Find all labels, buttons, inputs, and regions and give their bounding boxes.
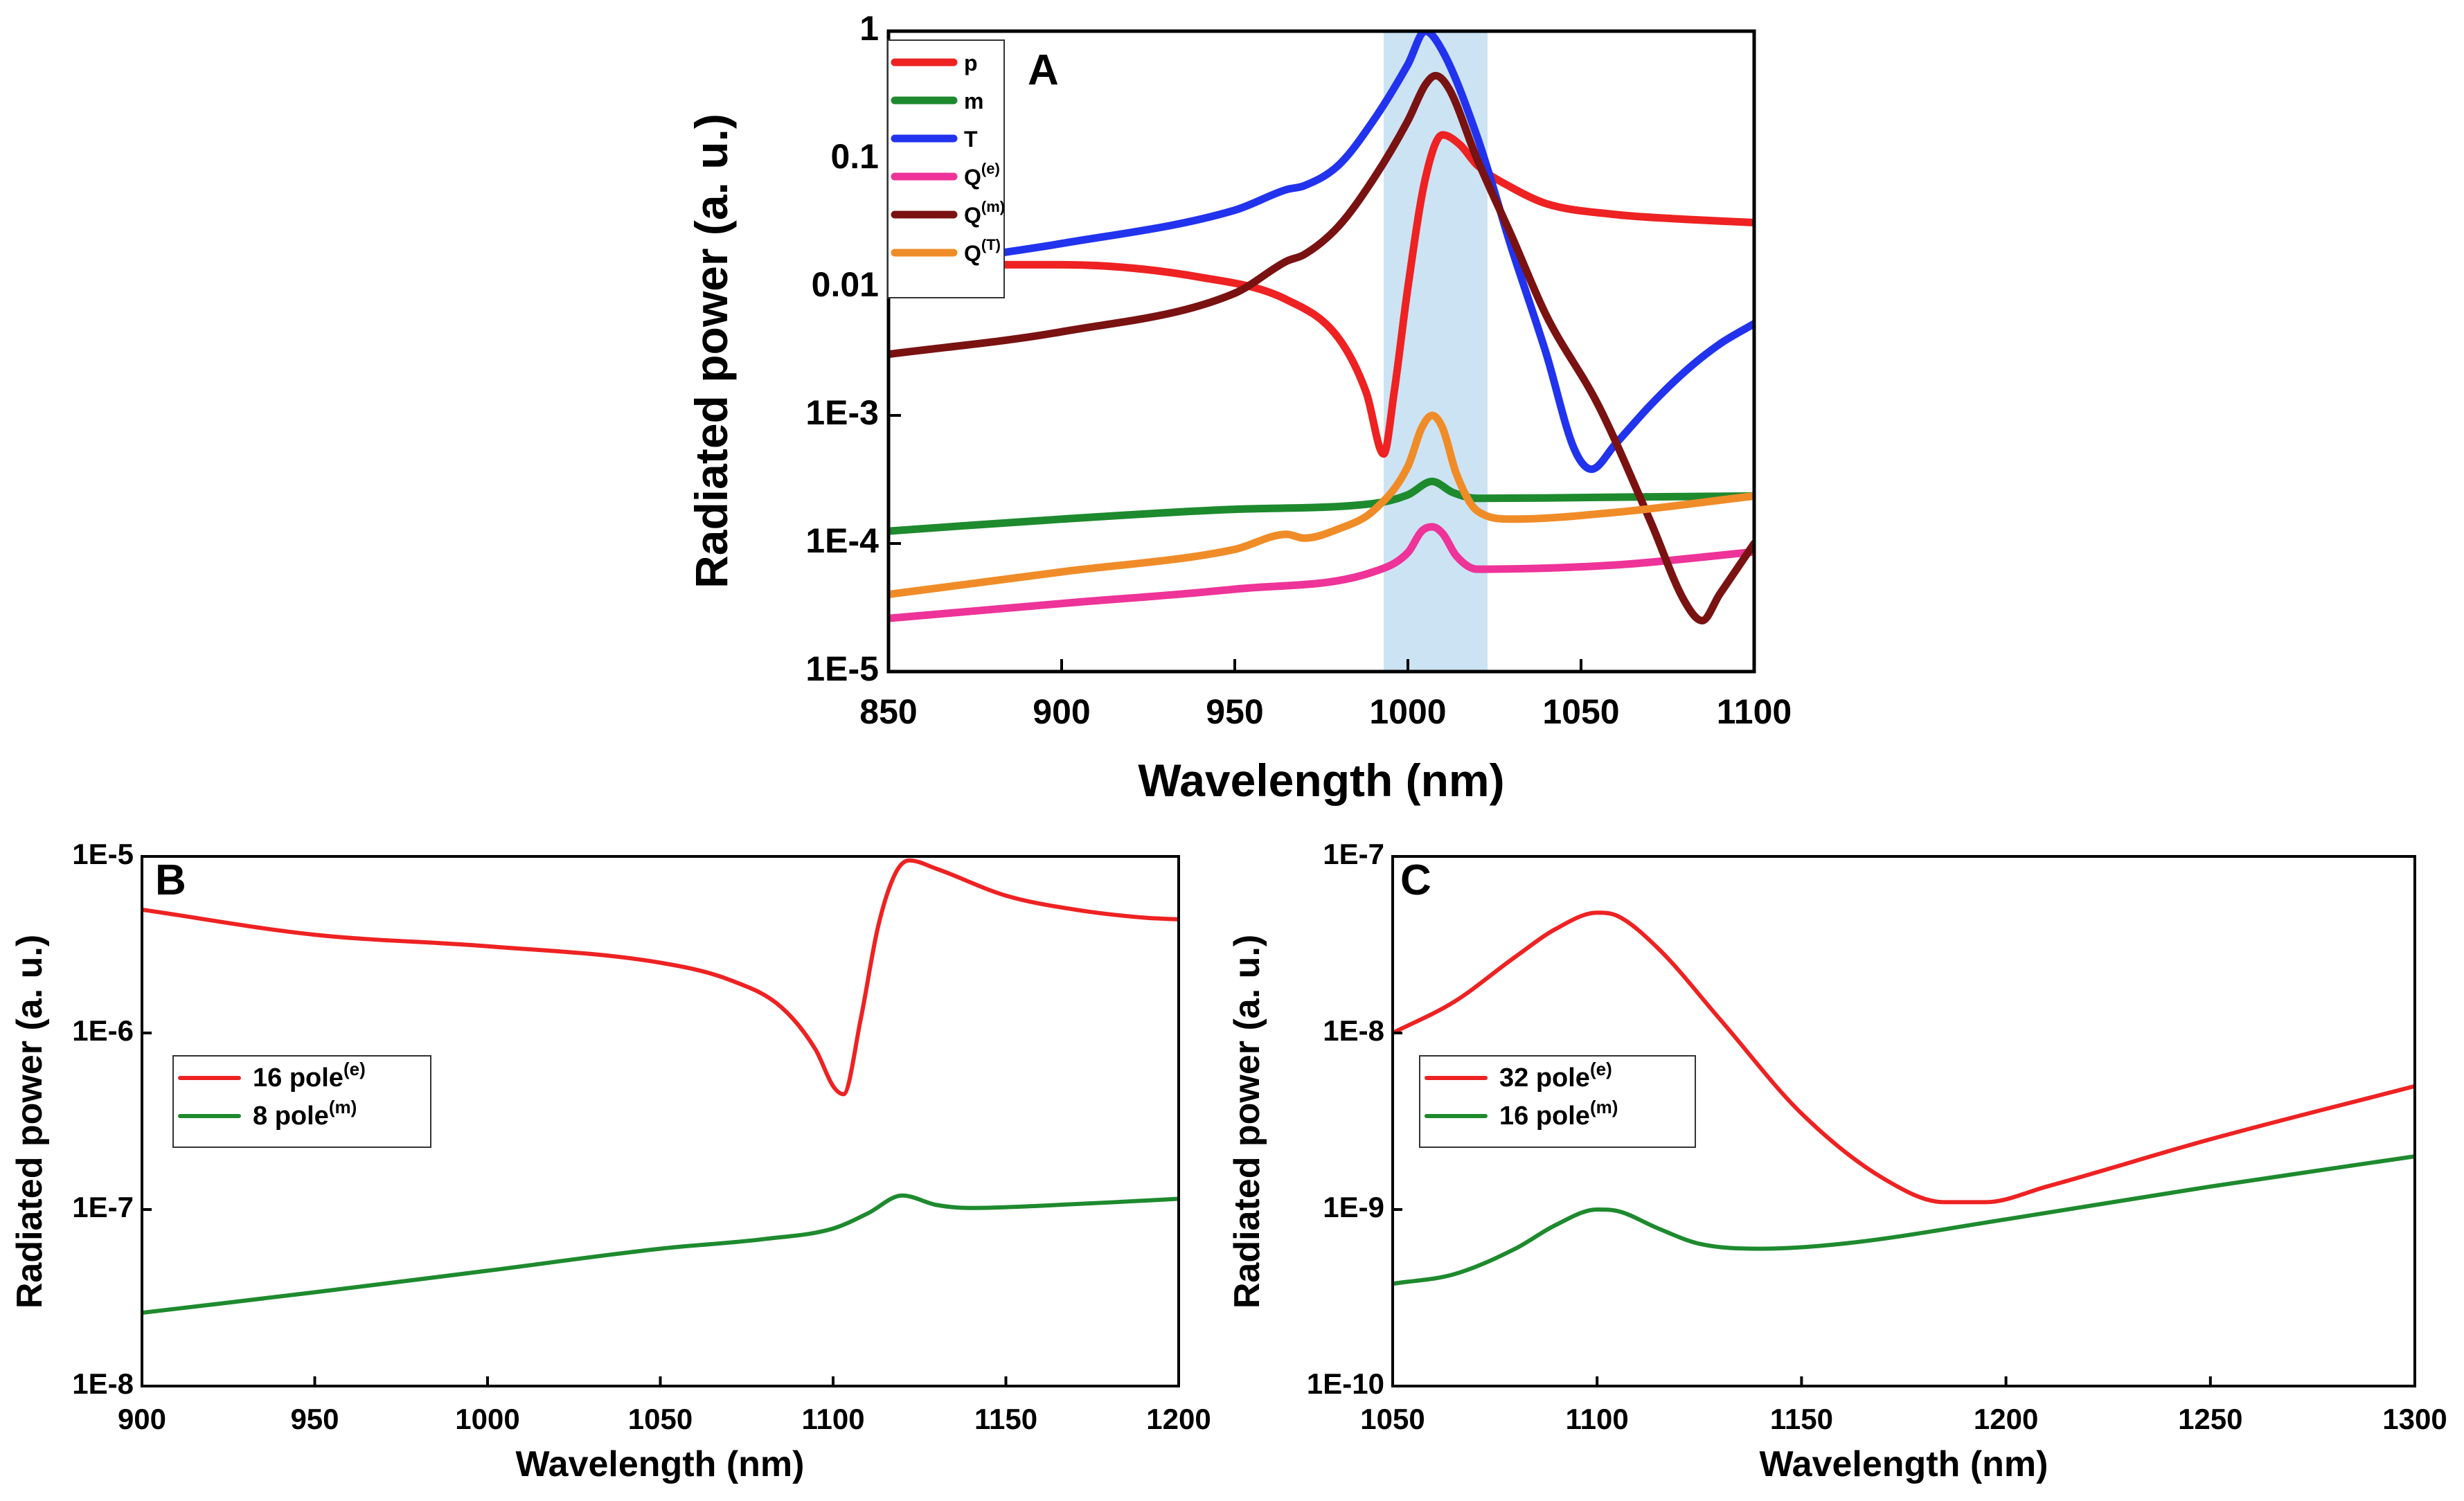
y-tick-label: 1E-5: [72, 838, 134, 870]
panel-b-series: [142, 858, 1179, 1315]
y-tick-label: 1E-7: [1323, 838, 1384, 870]
x-tick-label: 1050: [1360, 1403, 1425, 1435]
panel-letter-c: C: [1400, 856, 1431, 904]
panel-letter-b: B: [155, 856, 186, 904]
y-tick-label: 1E-10: [1307, 1367, 1384, 1400]
panel-a-ticks: 850 900 950 1000 1050 1100 1E-5 1E-4 1E-3 0.01 0.1…: [805, 9, 1792, 731]
x-tick-label: 1300: [2382, 1403, 2447, 1435]
x-tick-label: 900: [1033, 692, 1090, 731]
series-line-q-m: [889, 71, 1754, 624]
series-line-m: [889, 477, 1754, 535]
series-line-q-t: [889, 411, 1754, 599]
panel-c-xlabel: Wavelength (nm): [1760, 1444, 2048, 1484]
y-tick-label: 1E-3: [805, 393, 879, 432]
panel-c-series: [1393, 910, 2415, 1286]
panel-b-legend: 16 pole(e)8 pole(m): [172, 1055, 431, 1148]
panel-letter-a: A: [1028, 46, 1059, 94]
legend-label: m: [964, 89, 983, 114]
x-tick-label: 950: [290, 1403, 339, 1435]
series-line-8-pole-m: [142, 1193, 1179, 1315]
x-tick-label: 1200: [1146, 1403, 1211, 1435]
x-tick-label: 1200: [1974, 1403, 2038, 1435]
y-tick-label: 0.01: [812, 265, 879, 304]
panel-c-chart: 1050 1100 1150 1200 1250 1300 1E-10 1E-9 1E-8 1E-…: [1227, 838, 2447, 1484]
legend-box: [172, 1055, 431, 1148]
panel-c-ylabel: Radiated power (a. u.): [1227, 935, 1267, 1309]
panel-c-plot-frame: [1391, 855, 2416, 1387]
x-tick-label: 1100: [801, 1403, 864, 1435]
x-tick-label: 1100: [1717, 692, 1792, 731]
panel-a-series: [889, 31, 1754, 624]
series-line-q-e: [889, 523, 1754, 622]
legend-label: T: [964, 127, 978, 152]
x-tick-label: 1250: [2178, 1403, 2242, 1435]
legend-label: 16 pole(e): [253, 1059, 366, 1093]
x-tick-label: 1050: [1542, 692, 1619, 731]
x-tick-label: 900: [118, 1403, 166, 1435]
panel-a-chart: 850 900 950 1000 1050 1100 1E-5 1E-4 1E-3 0.01 0.1…: [686, 9, 1792, 806]
panel-c-ticks: 1050 1100 1150 1200 1250 1300 1E-10 1E-9 1E-8 1E-…: [1307, 838, 2447, 1435]
y-tick-label: 1E-4: [805, 521, 879, 560]
y-tick-label: 1E-9: [1323, 1191, 1384, 1223]
panel-b-ylabel: Radiated power (a. u.): [10, 935, 50, 1309]
y-tick-label: 1E-8: [72, 1367, 134, 1400]
x-tick-label: 1150: [1770, 1403, 1833, 1435]
panel-c-legend: 32 pole(e)16 pole(m): [1419, 1055, 1696, 1148]
legend-label: p: [964, 51, 978, 75]
y-tick-label: 1E-6: [72, 1014, 134, 1047]
panel-b-ticks: 900 950 1000 1050 1100 1150 1200 1E-8 1E-7 1E-6 1E…: [72, 838, 1211, 1435]
series-line-p: [889, 131, 1754, 458]
y-tick-label: 1E-5: [805, 649, 879, 688]
y-tick-label: 1E-8: [1323, 1014, 1384, 1047]
x-tick-label: 1000: [1369, 692, 1446, 731]
series-line-t: [889, 31, 1754, 474]
series-line-32-pole-e: [1393, 910, 2415, 1205]
x-tick-label: 1000: [455, 1403, 519, 1435]
y-tick-label: 1E-7: [72, 1191, 134, 1223]
x-tick-label: 1100: [1566, 1403, 1629, 1435]
y-tick-label: 1: [859, 9, 879, 48]
x-tick-label: 850: [859, 692, 917, 731]
x-tick-label: 950: [1206, 692, 1263, 731]
panel-b-chart: 900 950 1000 1050 1100 1150 1200 1E-8 1E-7 1E-6 1E…: [10, 838, 1211, 1484]
panel-a-ylabel: Radiated power (a. u.): [686, 114, 737, 588]
panel-b-xlabel: Wavelength (nm): [516, 1444, 805, 1484]
legend-box: [1419, 1055, 1696, 1148]
panel-a-xlabel: Wavelength (nm): [1138, 755, 1504, 806]
series-line-16-pole-m: [1393, 1154, 2415, 1286]
series-line-16-pole-e: [142, 858, 1179, 1097]
y-tick-label: 0.1: [830, 137, 879, 176]
x-tick-label: 1150: [974, 1403, 1037, 1435]
x-tick-label: 1050: [628, 1403, 693, 1435]
panel-a-plot-frame: [886, 29, 1756, 674]
